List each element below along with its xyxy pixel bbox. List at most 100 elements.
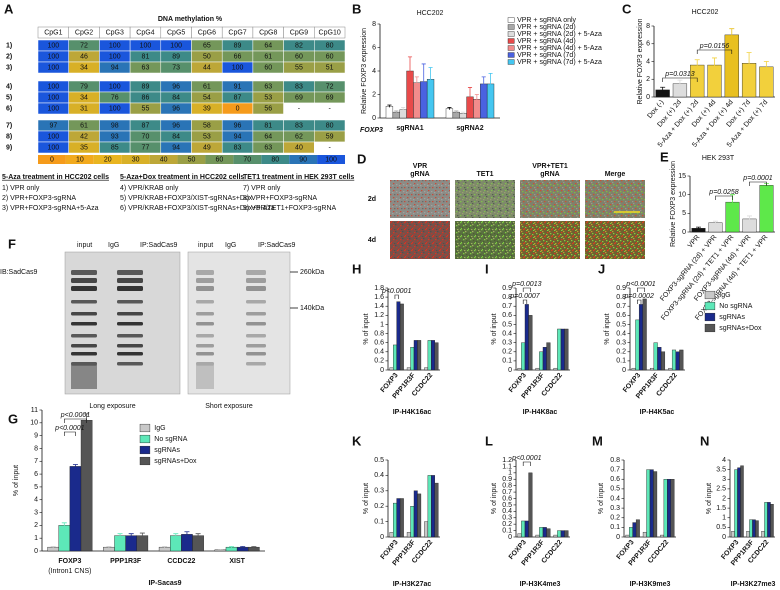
cell-value: 94	[234, 133, 242, 140]
panel-letter: B	[352, 1, 361, 16]
x-tick-label: VPR	[687, 234, 702, 250]
blot-band	[71, 300, 97, 304]
error-bar	[128, 533, 134, 538]
bar	[649, 469, 654, 538]
error-bar	[173, 533, 179, 538]
bar	[649, 367, 655, 371]
cell-value: 61	[203, 83, 211, 90]
cell-value: 100	[48, 94, 60, 101]
significance-bracket	[715, 195, 733, 200]
legend-swatch	[507, 24, 515, 30]
row-label: 5)	[6, 94, 12, 101]
cell-value: 76	[111, 94, 119, 101]
bar	[524, 304, 529, 371]
color-scale-label: 30	[132, 156, 140, 163]
y-tick-label: 8	[34, 445, 38, 452]
panel-letter: J	[598, 261, 605, 276]
y-axis-label: Relative FOXP3 expression	[637, 18, 644, 104]
error-bar	[696, 226, 701, 230]
column-header: CpG9	[290, 29, 308, 36]
column-header: gRNA	[540, 171, 559, 178]
blot-band	[196, 278, 214, 283]
bar	[752, 519, 756, 538]
blot-caption: Short exposure	[205, 403, 253, 410]
x-axis-label: IP-H3K9me3	[630, 581, 671, 588]
x-axis-label: IP-Sacas9	[148, 580, 181, 587]
error-bar	[763, 61, 769, 73]
bar	[427, 340, 432, 371]
bar	[413, 340, 418, 371]
x-axis-label: IP-H4K16ac	[393, 409, 432, 416]
bar	[399, 498, 404, 538]
blot-band	[196, 312, 214, 316]
error-bar	[712, 57, 717, 73]
legend-swatch	[139, 434, 151, 444]
bar	[660, 534, 665, 538]
bar	[410, 506, 415, 538]
blot-caption: Long exposure	[89, 403, 135, 410]
bar	[731, 531, 735, 538]
legend-label: No sgRNA	[154, 436, 187, 443]
blot-band	[117, 362, 143, 366]
panel-letter: H	[352, 261, 361, 276]
bar	[625, 534, 630, 538]
cell-value: 31	[80, 105, 88, 112]
bar	[759, 185, 774, 233]
cell-value: 97	[49, 122, 57, 129]
error-bar	[713, 220, 718, 225]
blot-band	[196, 286, 214, 291]
legend-group-item: 5) VPR/KRAB+FOXP3/XIST-sgRNAs+Dox	[120, 195, 253, 202]
cell-value: 54	[203, 94, 211, 101]
bar	[192, 535, 204, 552]
legend-swatch	[139, 445, 151, 455]
bar	[770, 504, 774, 538]
color-scale-swatch	[93, 155, 122, 164]
significance-bracket	[749, 181, 767, 186]
y-tick-label: 0.6	[502, 312, 512, 319]
cell-value: 83	[295, 122, 303, 129]
bar	[564, 328, 569, 371]
cell-value: 81	[264, 122, 272, 129]
y-tick-label: 0.1	[502, 527, 512, 534]
panel-letter: D	[357, 151, 366, 166]
y-tick-label: 2	[372, 91, 376, 98]
cell-value: 82	[295, 42, 303, 49]
cell-value: 80	[326, 122, 334, 129]
cell-value: 34	[80, 64, 88, 71]
y-tick-label: 1.2	[502, 457, 512, 464]
x-axis-label: IP-H3K27ac	[393, 581, 432, 588]
column-header: CpG10	[319, 29, 341, 36]
legend-swatch	[507, 52, 515, 58]
cell-value: 100	[48, 53, 60, 60]
error-bar	[387, 104, 392, 108]
y-tick-label: 0.1	[502, 358, 512, 365]
bar	[427, 475, 432, 538]
legend-label: VPR + sgRNA (4d) + 5-Aza	[517, 45, 602, 52]
error-bar	[447, 107, 452, 110]
error-bar	[414, 76, 419, 89]
cell-value: 63	[264, 144, 272, 151]
bar	[671, 349, 677, 371]
micrograph	[520, 221, 580, 259]
cell-value: 60	[326, 53, 334, 60]
legend-group-title: 5-Aza treatment in HCC202 cells	[2, 174, 109, 181]
y-tick-label: 5	[682, 210, 686, 217]
legend-swatch	[507, 38, 515, 44]
cell-value: 100	[109, 105, 121, 112]
y-tick-label: 9	[34, 432, 38, 439]
cell-value: 63	[264, 83, 272, 90]
cell-value: 35	[80, 144, 88, 151]
y-tick-label: 0.3	[374, 488, 384, 495]
cell-value: 56	[264, 105, 272, 112]
column-header: CpG7	[228, 29, 246, 36]
x-tick-label: sgRNA1	[396, 125, 423, 132]
color-scale-label: 90	[299, 156, 307, 163]
error-bar	[394, 110, 399, 114]
y-tick-label: 1	[34, 535, 38, 542]
marker-label: 140kDa	[300, 305, 324, 312]
y-tick-label: 1	[722, 515, 726, 522]
column-header: TET1	[476, 171, 493, 178]
legend-label: VPR + sgRNA (2d) + 5-Aza	[517, 31, 602, 38]
cell-value: 100	[170, 42, 182, 49]
y-axis-label: Relative FOXP3 expression	[670, 161, 677, 247]
